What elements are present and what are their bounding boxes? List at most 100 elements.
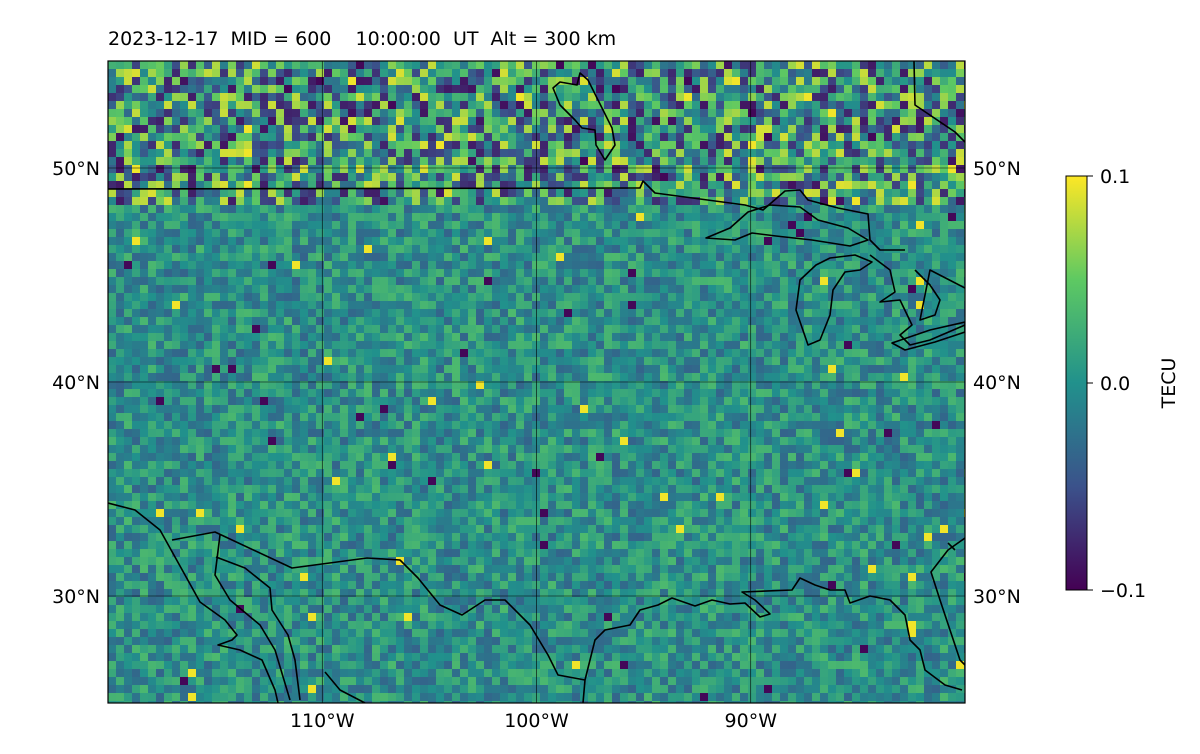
tec-cell — [364, 93, 372, 101]
tec-cell — [500, 389, 508, 397]
tec-cell — [732, 61, 740, 69]
tec-cell — [636, 413, 644, 421]
tec-cell — [484, 149, 492, 157]
tec-cell — [692, 173, 700, 181]
tec-cell — [604, 309, 612, 317]
tec-cell — [636, 325, 644, 333]
tec-cell — [708, 341, 716, 349]
tec-cell — [428, 413, 436, 421]
tec-cell — [644, 149, 652, 157]
tec-cell — [956, 301, 964, 309]
tec-cell — [860, 413, 868, 421]
tec-cell — [164, 93, 172, 101]
tec-cell — [196, 237, 204, 245]
tec-cell — [572, 245, 580, 253]
tec-cell — [476, 157, 484, 165]
tec-cell — [524, 405, 532, 413]
tec-cell — [660, 181, 668, 189]
tec-cell — [708, 397, 716, 405]
tec-cell — [340, 397, 348, 405]
tec-cell — [212, 213, 220, 221]
tec-cell — [412, 229, 420, 237]
tec-cell — [436, 277, 444, 285]
tec-cell — [300, 301, 308, 309]
tec-cell — [612, 149, 620, 157]
tec-cell — [108, 261, 116, 269]
tec-cell — [756, 389, 764, 397]
tec-cell — [252, 173, 260, 181]
tec-cell — [780, 373, 788, 381]
tec-cell — [868, 397, 876, 405]
tec-cell — [628, 197, 636, 205]
tec-cell — [916, 221, 924, 229]
tec-cell — [940, 301, 948, 309]
tec-cell — [924, 373, 932, 381]
tec-cell — [316, 77, 324, 85]
tec-cell — [836, 197, 844, 205]
tec-cell — [540, 269, 548, 277]
tec-cell — [212, 413, 220, 421]
tec-cell — [492, 85, 500, 93]
tec-cell — [164, 69, 172, 77]
tec-cell — [756, 333, 764, 341]
tec-cell — [692, 69, 700, 77]
tec-cell — [492, 93, 500, 101]
tec-cell — [148, 117, 156, 125]
tec-cell — [428, 221, 436, 229]
tec-cell — [652, 157, 660, 165]
tec-cell — [236, 157, 244, 165]
tec-cell — [540, 229, 548, 237]
tec-cell — [284, 325, 292, 333]
tec-cell — [420, 189, 428, 197]
tec-cell — [828, 61, 836, 69]
tec-cell — [748, 397, 756, 405]
tec-cell — [268, 365, 276, 373]
tec-cell — [660, 93, 668, 101]
tec-cell — [716, 205, 724, 213]
tec-cell — [116, 85, 124, 93]
tec-cell — [804, 317, 812, 325]
tec-cell — [708, 373, 716, 381]
tec-cell — [924, 165, 932, 173]
tec-cell — [580, 341, 588, 349]
tec-cell — [532, 253, 540, 261]
tec-cell — [588, 117, 596, 125]
tec-cell — [668, 77, 676, 85]
tec-cell — [540, 293, 548, 301]
tec-cell — [156, 213, 164, 221]
tec-cell — [892, 133, 900, 141]
tec-cell — [620, 69, 628, 77]
tec-cell — [372, 333, 380, 341]
tec-cell — [316, 197, 324, 205]
tec-cell — [716, 405, 724, 413]
tec-cell — [708, 253, 716, 261]
tec-cell — [548, 149, 556, 157]
tec-cell — [884, 389, 892, 397]
tec-cell — [428, 373, 436, 381]
tec-cell — [740, 389, 748, 397]
tec-cell — [524, 157, 532, 165]
tec-cell — [436, 213, 444, 221]
tec-cell — [252, 293, 260, 301]
tec-cell — [284, 285, 292, 293]
tec-cell — [860, 141, 868, 149]
tec-cell — [900, 285, 908, 293]
tec-cell — [300, 317, 308, 325]
tec-cell — [884, 213, 892, 221]
tec-cell — [140, 325, 148, 333]
tec-cell — [804, 389, 812, 397]
tec-cell — [636, 149, 644, 157]
tec-cell — [932, 101, 940, 109]
tec-cell — [956, 349, 964, 357]
tec-cell — [492, 77, 500, 85]
tec-cell — [252, 277, 260, 285]
tec-cell — [844, 341, 852, 349]
tec-cell — [332, 301, 340, 309]
tec-cell — [604, 205, 612, 213]
tec-cell — [660, 285, 668, 293]
tec-cell — [612, 101, 620, 109]
tec-cell — [644, 397, 652, 405]
tec-cell — [116, 405, 124, 413]
tec-cell — [276, 229, 284, 237]
